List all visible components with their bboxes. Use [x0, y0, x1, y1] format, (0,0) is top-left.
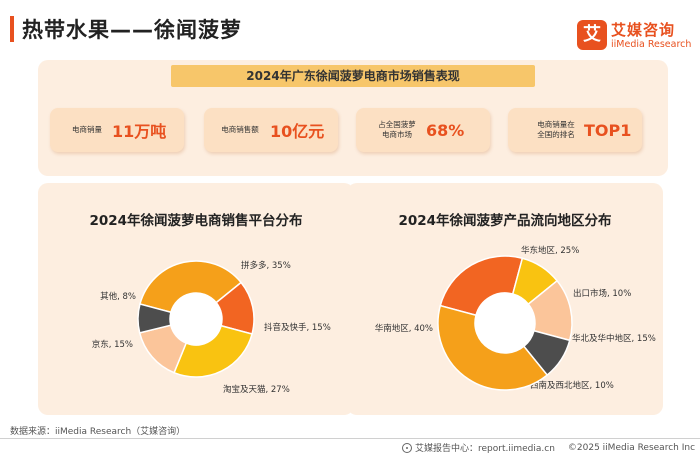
stat-card-sales-volume: 电商销量 11万吨	[50, 108, 184, 152]
donut-hole	[475, 293, 535, 353]
stat-label: 电商销售额	[212, 108, 268, 152]
logo-mark-icon: 艾	[577, 20, 607, 50]
donut-hole	[170, 293, 222, 345]
stat-label-line: 电商销量在	[537, 120, 575, 130]
platform-distribution-panel: 2024年徐闻菠萝电商销售平台分布 拼多多, 35% 抖音及快手, 15% 淘宝及天…	[38, 183, 354, 415]
footer-report-center: 艾媒报告中心：report.iimedia.cn	[415, 444, 555, 454]
footer-source: 数据来源：iiMedia Research（艾媒咨询）	[10, 427, 186, 437]
stat-card-market-share: 占全国菠萝 电商市场 68%	[356, 108, 490, 152]
footer-copyright: ©2025 iiMedia Research Inc	[567, 442, 696, 453]
slice-label: 其他, 8%	[100, 291, 136, 302]
region-donut-chart: 华东地区, 25% 出口市场, 10% 华北及华中地区, 15% 西南及西北地区, 1…	[375, 245, 656, 391]
iimedia-logo: 艾 艾媒咨询 iiMedia Research	[577, 20, 692, 56]
stat-card-national-rank: 电商销量在 全国的排名 TOP1	[508, 108, 642, 152]
slice-label: 出口市场, 10%	[573, 288, 631, 299]
title-accent-bar	[10, 16, 14, 42]
logo-chinese-name: 艾媒咨询	[611, 21, 676, 39]
slice-label: 西南及西北地区, 10%	[530, 380, 614, 391]
summary-banner: 2024年广东徐闻菠萝电商市场销售表现	[171, 65, 535, 87]
footer-divider	[0, 438, 700, 439]
stat-value: 68%	[426, 120, 465, 140]
stat-label: 电商销量	[64, 108, 110, 152]
summary-panel: 2024年广东徐闻菠萝电商市场销售表现 电商销量 11万吨 电商销售额 10亿元…	[38, 60, 668, 176]
stat-label-line: 全国的排名	[537, 130, 575, 139]
stat-label-line: 电商市场	[382, 130, 412, 139]
page-title: 热带水果——徐闻菠萝	[22, 18, 242, 42]
slice-label: 华东地区, 25%	[521, 245, 579, 256]
stat-label-line: 电商销量	[72, 125, 102, 135]
slice-label: 华北及华中地区, 15%	[572, 333, 656, 344]
stat-value: TOP1	[584, 120, 632, 140]
stat-label: 电商销量在 全国的排名	[532, 108, 580, 152]
logo-english-name: iiMedia Research	[611, 39, 692, 50]
stat-label: 占全国菠萝 电商市场	[372, 108, 422, 152]
stat-value: 11万吨	[112, 122, 167, 141]
platform-donut-chart: 拼多多, 35% 抖音及快手, 15% 淘宝及天猫, 27% 京东, 15% 其他, 8…	[92, 260, 331, 395]
stat-label-line: 电商销售额	[221, 125, 259, 135]
stat-label-line: 占全国菠萝	[378, 120, 416, 130]
footer-credits: 艾媒报告中心：report.iimedia.cn ©2025 iiMedia R…	[402, 441, 695, 454]
chart-title: 2024年徐闻菠萝产品流向地区分布	[398, 213, 612, 229]
slice-label: 抖音及快手, 15%	[264, 322, 331, 333]
slice-label: 华南地区, 40%	[375, 323, 433, 334]
stat-value: 10亿元	[270, 122, 325, 141]
slice-label: 淘宝及天猫, 27%	[223, 384, 290, 395]
slice-label: 拼多多, 35%	[241, 260, 291, 271]
region-distribution-panel: 2024年徐闻菠萝产品流向地区分布 华东地区, 25% 出口市场, 10% 华北及华…	[347, 183, 663, 415]
stat-card-sales-revenue: 电商销售额 10亿元	[204, 108, 338, 152]
report-center-icon	[402, 442, 412, 453]
donut-slice	[437, 304, 549, 391]
slice-label: 京东, 15%	[92, 339, 133, 350]
chart-title: 2024年徐闻菠萝电商销售平台分布	[89, 213, 303, 229]
